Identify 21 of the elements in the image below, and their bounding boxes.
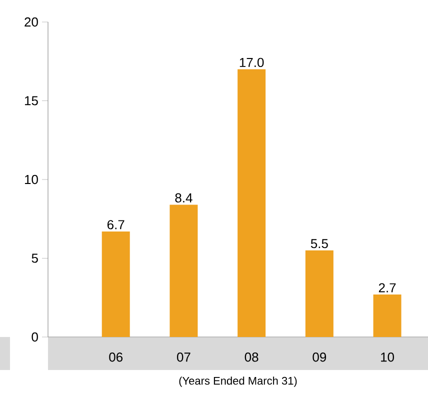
x-tick-label: 06	[109, 352, 123, 362]
y-tick-label: 15	[24, 96, 38, 106]
data-label: 2.7	[378, 283, 396, 292]
y-tick-label: 5	[32, 254, 38, 263]
data-label: 17.0	[240, 58, 264, 68]
x-tick-label: 07	[176, 352, 190, 362]
bar	[305, 250, 334, 337]
y-tick-label: 0	[32, 332, 38, 342]
x-tick-label: 09	[312, 352, 326, 362]
bar	[238, 69, 266, 337]
bar	[170, 204, 198, 337]
bar	[373, 294, 402, 337]
x-axis-title: (Years Ended March 31)	[179, 376, 297, 387]
data-label: 6.7	[107, 220, 124, 230]
y-tick-label: 10	[24, 174, 38, 184]
data-label: 8.4	[175, 193, 192, 202]
x-tick-label: 10	[381, 352, 394, 362]
x-tick-label: 08	[244, 352, 258, 362]
bar	[102, 231, 130, 337]
y-tick-label: 20	[24, 17, 38, 27]
data-label: 5.5	[310, 239, 328, 248]
